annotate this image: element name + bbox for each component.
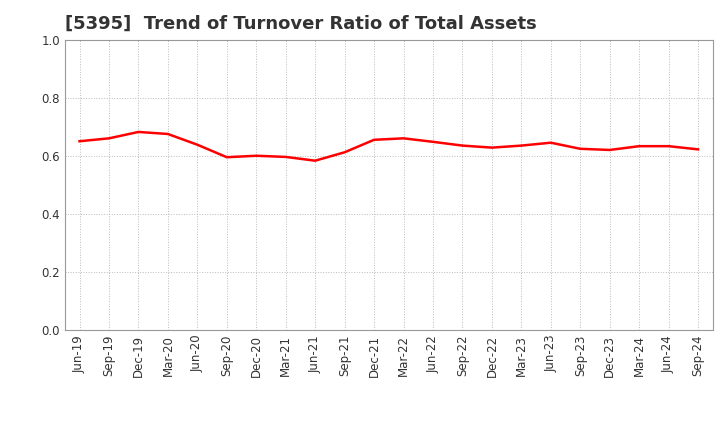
Text: [5395]  Trend of Turnover Ratio of Total Assets: [5395] Trend of Turnover Ratio of Total … [65, 15, 536, 33]
